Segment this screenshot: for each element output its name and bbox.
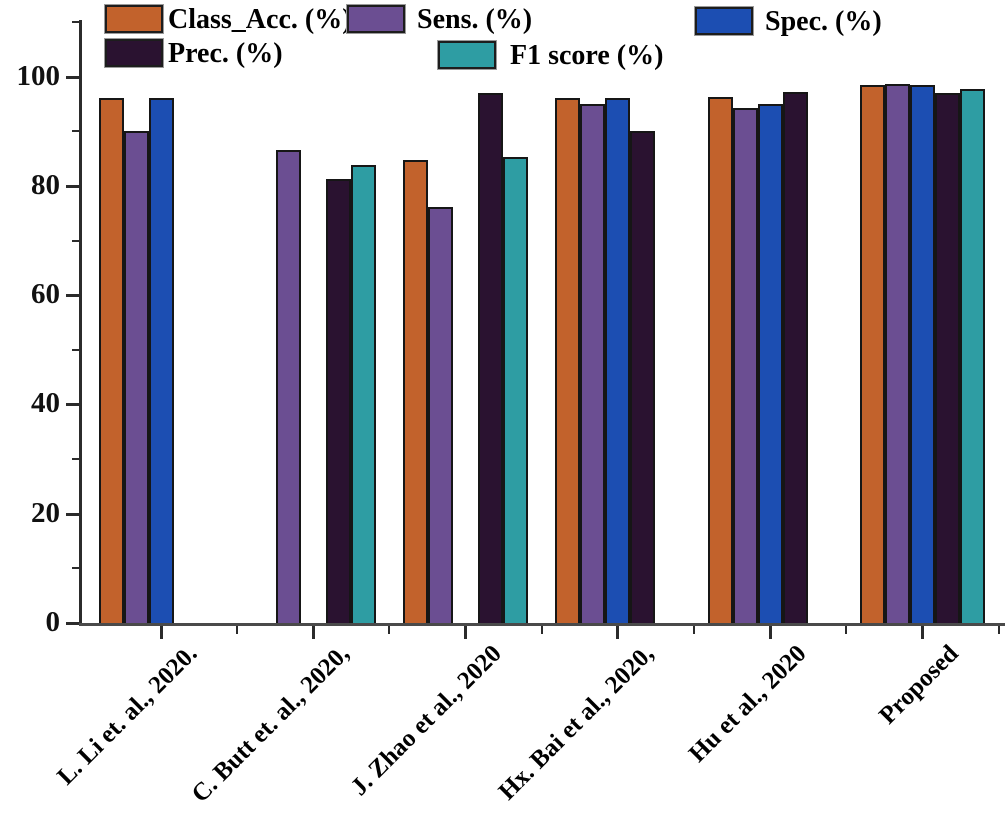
y-tick-label: 0: [45, 606, 61, 638]
legend-label-sens: Sens. (%): [417, 4, 533, 35]
bar-class-acc: [860, 84, 885, 623]
x-tick-minor: [388, 626, 391, 634]
bar-sens: [428, 206, 454, 623]
y-tick-minor: [72, 348, 79, 351]
x-tick-major: [616, 626, 620, 639]
y-tick-major: [66, 294, 79, 298]
y-tick-major: [66, 512, 79, 516]
bar-spec: [757, 103, 783, 623]
bar-spec: [605, 98, 631, 623]
x-tick-major: [464, 626, 468, 639]
y-tick-major: [66, 622, 79, 625]
bar-f1-score: [960, 88, 985, 623]
legend-label-f1: F1 score (%): [510, 40, 664, 71]
bar-sens: [732, 108, 758, 623]
y-tick-minor: [72, 458, 79, 461]
x-axis-line: [79, 623, 1005, 626]
bar-class-acc: [98, 98, 124, 623]
bar-class-acc: [707, 97, 733, 623]
bar-prec: [325, 179, 351, 623]
bar-sens: [885, 83, 910, 623]
y-tick-major: [66, 75, 79, 79]
x-category-label: L. Li et. al., 2020.: [51, 640, 203, 791]
y-tick-label: 80: [31, 168, 60, 201]
y-tick-minor: [72, 130, 79, 133]
legend-label-class-acc: Class_Acc. (%): [168, 4, 352, 35]
x-tick-major: [768, 626, 772, 639]
x-tick-minor: [845, 626, 848, 634]
y-tick-minor: [72, 567, 79, 570]
x-tick-major: [311, 626, 315, 639]
bar-prec: [782, 91, 808, 623]
legend-label-prec: Prec. (%): [168, 38, 283, 69]
legend-swatch-class-acc: [105, 5, 163, 33]
legend-swatch-spec: [695, 7, 753, 35]
x-category-label: Proposed: [874, 640, 964, 730]
bar-f1-score: [350, 164, 376, 623]
y-tick-label: 40: [31, 387, 60, 420]
y-axis-line: [79, 20, 82, 626]
bar-sens: [275, 150, 301, 623]
y-tick-label: 20: [31, 496, 60, 529]
bar-class-acc: [403, 160, 429, 623]
x-tick-minor: [540, 626, 543, 634]
x-category-label: J. Zhao et al., 2020: [345, 640, 507, 802]
y-tick-label: 60: [31, 278, 60, 311]
x-tick-major: [921, 626, 924, 639]
legend-swatch-sens: [347, 5, 405, 33]
bar-sens: [580, 103, 606, 623]
x-tick-minor: [693, 626, 696, 634]
x-tick-minor: [997, 626, 1000, 634]
bar-spec: [910, 85, 935, 623]
legend-swatch-prec: [105, 39, 163, 67]
y-tick-label: 100: [16, 59, 61, 92]
y-tick-minor: [72, 21, 79, 23]
bar-spec: [148, 98, 174, 623]
x-tick-major: [159, 626, 163, 639]
x-category-label: Hx. Bai et al., 2020,: [493, 640, 659, 806]
bar-prec: [935, 93, 960, 623]
legend-label-spec: Spec. (%): [765, 6, 882, 37]
bar-prec: [478, 93, 504, 623]
y-tick-minor: [72, 239, 79, 242]
y-tick-major: [66, 403, 79, 407]
y-tick-major: [66, 184, 79, 188]
x-category-label: C. Butt et. al., 2020,: [186, 640, 355, 808]
legend-swatch-f1: [438, 41, 496, 69]
x-category-label: Hu et al., 2020: [683, 640, 812, 768]
bar-sens: [123, 131, 149, 623]
x-tick-minor: [236, 626, 239, 634]
bar-class-acc: [555, 98, 581, 623]
bar-prec: [630, 131, 656, 623]
bar-f1-score: [503, 156, 529, 623]
